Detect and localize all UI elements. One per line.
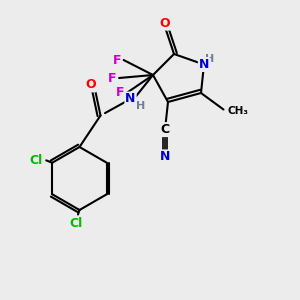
Text: O: O — [160, 16, 170, 30]
Text: F: F — [108, 71, 117, 85]
Text: H: H — [136, 100, 146, 111]
Text: N: N — [199, 58, 209, 71]
Text: N: N — [125, 92, 136, 106]
Text: C: C — [160, 123, 169, 136]
Text: F: F — [116, 86, 124, 100]
Text: Cl: Cl — [70, 217, 83, 230]
Text: Cl: Cl — [29, 154, 42, 167]
Text: N: N — [160, 150, 170, 164]
Text: F: F — [113, 53, 121, 67]
Text: O: O — [85, 78, 96, 92]
Text: H: H — [205, 54, 214, 64]
Text: CH₃: CH₃ — [228, 106, 249, 116]
